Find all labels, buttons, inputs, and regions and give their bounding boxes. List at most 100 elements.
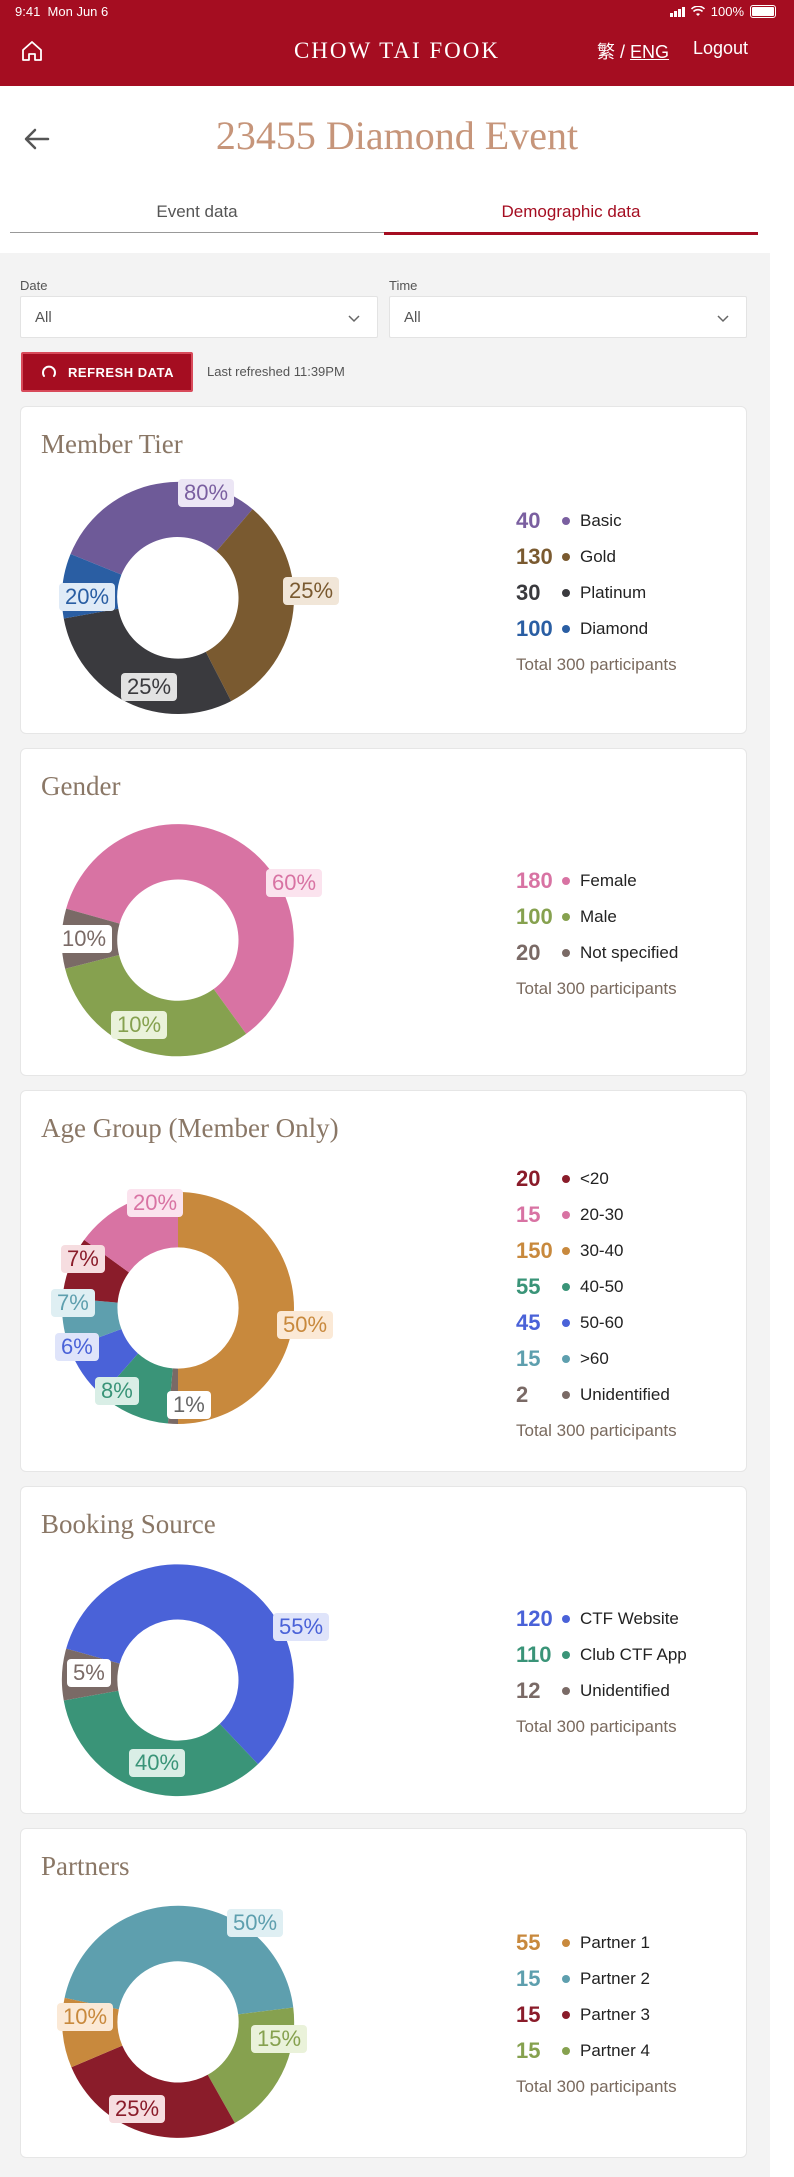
partners-card: Partners 50% 15% 25% 10% 55 Partner 1 15 P… [20,1828,747,2158]
legend-item: 30 Platinum [516,580,647,605]
language-switch[interactable]: 繁 / ENG [597,42,670,62]
percent-label: 20% [127,1189,184,1217]
lang-english[interactable]: ENG [630,42,670,62]
legend-item: 15 Partner 4 [516,2038,650,2063]
total-participants: Total 300 participants [516,2077,677,2096]
legend-item: 12 Unidentified [516,1678,670,1703]
percent-label: 80% [178,479,235,507]
percent-label: 20% [59,583,116,611]
percent-label: 8% [95,1377,139,1405]
tab-demographic-data[interactable]: Demographic data [384,196,758,235]
legend-item: 2 Unidentified [516,1382,670,1407]
tab-bar: Event data Demographic data [10,196,758,235]
legend-item: 15 20-30 [516,1202,624,1227]
percent-label: 25% [109,2095,166,2123]
percent-label: 7% [61,1245,105,1273]
percent-label: 40% [129,1749,186,1777]
legend-item: 100 Male [516,904,617,929]
legend: 120 CTF Website 110 Club CTF App 12 Unident… [516,1601,687,1737]
battery-icon [750,5,776,18]
card-title: Gender [41,771,121,801]
slice-club-ctf-app [63,1690,258,1797]
status-bar: 9:41 Mon Jun 6 100% [0,0,794,24]
percent-label: 25% [283,577,340,605]
card-title: Member Tier [41,429,183,459]
legend-item: 20 <20 [516,1166,609,1191]
lang-traditional[interactable]: 繁 [597,42,615,62]
booking-source-donut [61,1564,294,1797]
battery-percent: 100% [710,4,744,19]
tab-event-data[interactable]: Event data [10,196,384,233]
date-label: Date [20,278,48,293]
percent-label: 55% [273,1613,330,1641]
legend: 40 Basic 130 Gold 30 Platinum 100 Diamond To… [516,503,677,675]
last-refreshed-text: Last refreshed 11:39PM [207,364,345,379]
brand-logo: CHOW TAI FOOK [293,38,501,63]
booking-source-card: Booking Source 55% 40% 5% 120 CTF Website… [20,1486,747,1814]
logout-button[interactable]: Logout [693,38,749,58]
legend-item: 40 Basic [516,508,622,533]
status-time: 9:41 Mon Jun 6 [15,4,109,19]
legend: 180 Female 100 Male 20 Not specified Total … [516,863,678,999]
total-participants: Total 300 participants [516,1717,677,1736]
percent-label: 60% [266,869,323,897]
card-title: Partners [41,1851,130,1881]
app-header: 9:41 Mon Jun 6 100% CHOW TAI FOOK 繁 / EN… [0,0,794,86]
percent-label: 25% [121,673,178,701]
slice-partner-3 [71,2045,235,2138]
percent-label: 50% [227,1909,284,1937]
legend-item: 110 Club CTF App [516,1642,687,1667]
legend-item: 100 Diamond [516,616,649,641]
gender-donut [61,824,294,1057]
date-select[interactable]: All [20,296,378,338]
legend-item: 120 CTF Website [516,1606,679,1631]
legend-item: 15 Partner 3 [516,2002,650,2027]
legend-item: 45 50-60 [516,1310,624,1335]
refresh-icon [42,365,57,377]
total-participants: Total 300 participants [516,655,677,674]
back-arrow-icon[interactable] [22,124,52,154]
legend-item: 150 30-40 [516,1238,624,1263]
card-title: Booking Source [41,1509,216,1539]
legend-item: 15 Partner 2 [516,1966,650,1991]
member-tier-card: Member Tier 80% 25% 25% 20% 40 Basic 130 G… [20,406,747,734]
total-participants: Total 300 participants [516,1421,677,1440]
percent-label: 1% [167,1391,211,1419]
legend: 20 <20 15 20-30 150 30-40 55 40-50 45 50-60 1… [516,1161,677,1441]
home-icon[interactable] [20,39,44,63]
page-title: 23455 Diamond Event [215,113,579,158]
legend-item: 55 40-50 [516,1274,624,1299]
slice-male [65,955,247,1057]
member-tier-donut [61,481,294,715]
slice-platinum [63,608,232,715]
percent-label: 7% [51,1289,95,1317]
percent-label: 10% [111,1011,168,1039]
age-group-card: Age Group (Member Only) 20% 50% 1% 8% 6%… [20,1090,747,1472]
gender-card: Gender 60% 10% 10% 180 Female 100 Male 20 N… [20,748,747,1076]
total-participants: Total 300 participants [516,979,677,998]
percent-label: 6% [55,1333,99,1361]
legend-item: 55 Partner 1 [516,1930,650,1955]
percent-label: 10% [56,925,113,953]
percent-label: 5% [67,1659,111,1687]
chevron-down-icon [717,315,729,323]
legend-item: 130 Gold [516,544,616,569]
time-select[interactable]: All [389,296,747,338]
card-title: Age Group (Member Only) [41,1113,339,1143]
slice-gold [205,509,294,702]
slice-female [66,824,294,1034]
legend-item: 20 Not specified [516,940,679,965]
percent-label: 50% [277,1311,334,1339]
slice-30-40 [178,1192,294,1424]
chevron-down-icon [348,315,360,323]
percent-label: 15% [251,2025,308,2053]
wifi-icon [690,6,705,16]
legend: 55 Partner 1 15 Partner 2 15 Partner 3 15 Pa… [516,1925,677,2097]
time-label: Time [389,278,418,293]
slice-ctf-website [66,1564,294,1765]
percent-label: 10% [57,2003,114,2031]
legend-item: 180 Female [516,868,637,893]
refresh-data-button[interactable]: REFRESH DATA [21,352,193,392]
signal-icon [669,6,685,17]
legend-item: 15 >60 [516,1346,609,1371]
